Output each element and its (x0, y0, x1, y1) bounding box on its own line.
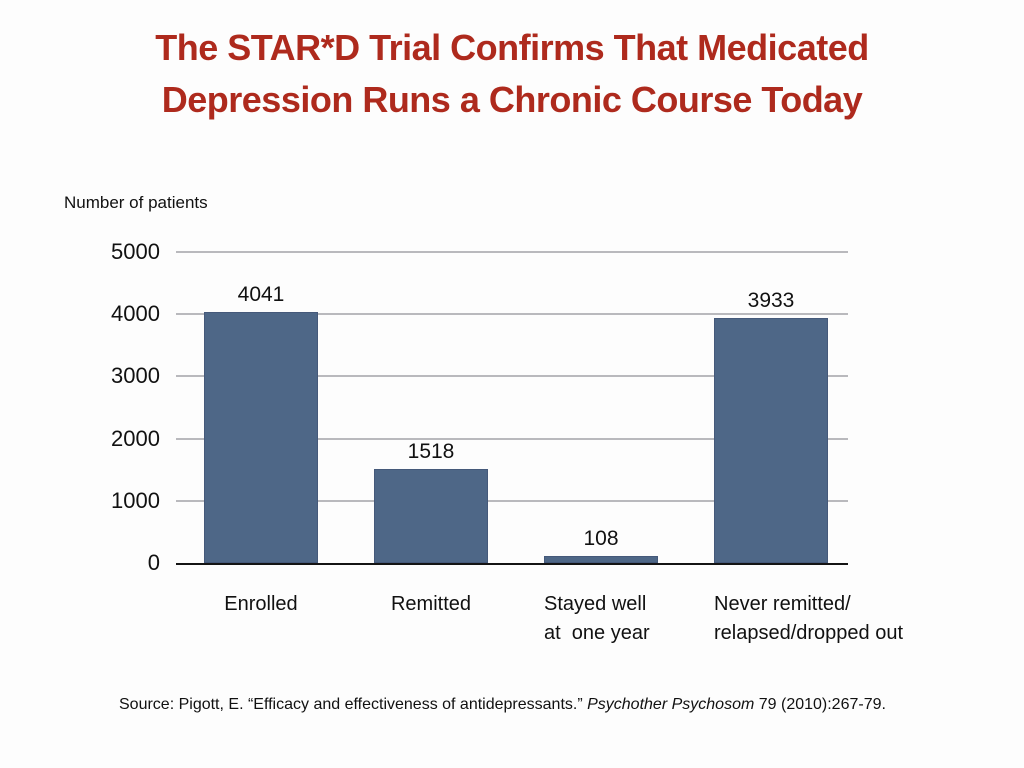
y-tick-label-2000: 2000 (111, 425, 160, 451)
x-axis-line (176, 563, 848, 565)
x-category-label-0: Enrolled (224, 593, 298, 615)
slide-title: The STAR*D Trial Confirms That Medicated… (0, 22, 1024, 126)
bar-1 (374, 468, 488, 563)
y-tick-label-5000: 5000 (111, 239, 160, 264)
bar-0 (204, 311, 318, 563)
x-category-label-2: Stayed well at one year (544, 593, 650, 644)
source-text: Source: Pigott, E. “Efficacy and effecti… (119, 696, 588, 713)
bar-value-label-0: 4041 (237, 282, 285, 306)
source-journal-name: Psychother Psychosom (587, 696, 755, 713)
bar-value-label-1: 1518 (407, 439, 455, 463)
gridline-4000 (176, 313, 848, 316)
x-category-label-3: Never remitted/ relapsed/dropped out (714, 593, 904, 644)
y-tick-label-1000: 1000 (111, 487, 160, 513)
gridline-1000 (176, 499, 848, 502)
slide-title-line1: The STAR*D Trial Confirms That Medicated (155, 27, 869, 68)
bar-3 (714, 318, 828, 563)
bar-value-label-2: 108 (583, 527, 619, 551)
bar-2 (544, 556, 658, 563)
gridline-5000 (176, 251, 848, 253)
source-reference: 79 (2010):267-79. (754, 696, 886, 713)
y-tick-label-4000: 4000 (111, 301, 160, 327)
x-category-label-1: Remitted (390, 593, 472, 615)
gridline-3000 (176, 375, 848, 378)
y-tick-label-0: 0 (147, 550, 160, 575)
bar-chart: 0 1000 2000 3000 4000 5000 4041 Enrolled 1518 Rem… (111, 239, 903, 644)
y-tick-label-3000: 3000 (111, 363, 160, 389)
gridline-2000 (176, 437, 848, 440)
source-citation: Source: Pigott, E. “Efficacy and effecti… (119, 696, 886, 714)
slide-title-line2: Depression Runs a Chronic Course Today (161, 79, 863, 120)
y-axis-title: Number of patients (64, 193, 208, 212)
bar-value-label-3: 3933 (747, 289, 795, 313)
